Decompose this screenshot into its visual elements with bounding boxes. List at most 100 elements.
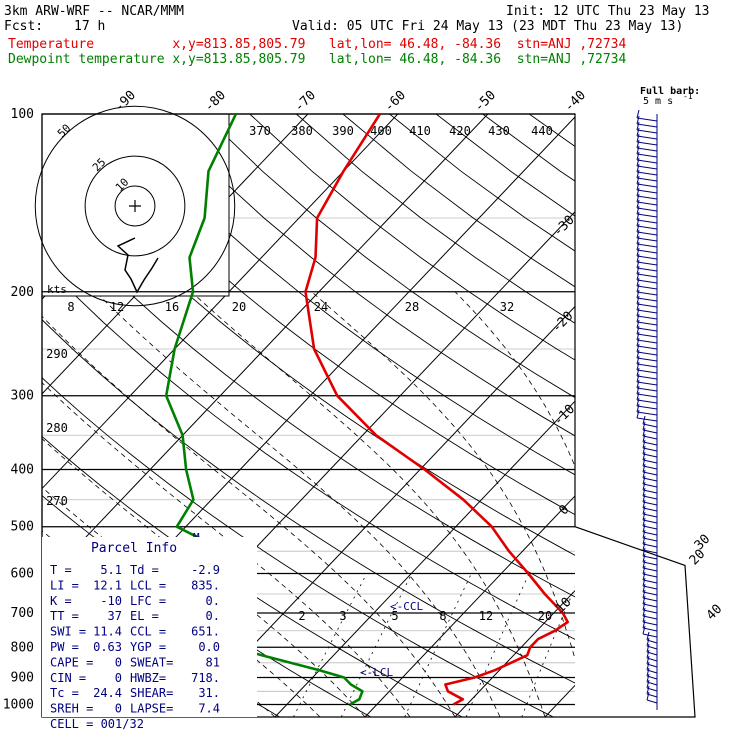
wind-barb: [636, 295, 658, 308]
wind-barb: [636, 373, 658, 386]
parcel-row-value: 12.1: [93, 578, 122, 592]
wind-barb: [642, 511, 658, 524]
hodograph-scale-label: 16: [165, 300, 179, 314]
wind-barb: [636, 127, 658, 140]
parcel-row-key: CCL =: [130, 625, 166, 639]
wind-barb: [642, 553, 658, 566]
wind-barb: [636, 229, 658, 242]
dry-adiabat: [42, 202, 575, 598]
pressure-tick-label: 500: [11, 520, 34, 535]
wind-barb: [636, 157, 658, 170]
wind-barb: [636, 175, 658, 188]
wind-barb: [636, 331, 658, 344]
wind-barb: [636, 253, 658, 266]
parcel-row-value: 81: [206, 655, 220, 669]
parcel-row-value: 0.: [206, 594, 220, 608]
parcel-row-key: Tc =: [50, 686, 79, 700]
temperature-tick-label: -10: [551, 402, 578, 429]
ccl-marker: <-CCL: [390, 600, 423, 613]
dry-adiabat: [42, 319, 575, 684]
mixing-ratio-label: 3: [339, 609, 346, 623]
wind-barb: [642, 583, 658, 596]
parcel-row-key: HWBZ=: [130, 671, 166, 685]
parcel-row-key: PW =: [50, 640, 79, 654]
hodograph-scale-label: 32: [500, 300, 514, 314]
parcel-info-title: Parcel Info: [91, 541, 177, 556]
wind-barb: [642, 445, 658, 458]
hodograph-scale-label: 24: [314, 300, 328, 314]
parcel-row-value: 5.1: [100, 563, 122, 577]
temperature-tick-label: -80: [202, 88, 229, 115]
parcel-row-key: SHEAR=: [130, 686, 173, 700]
hodograph-center: [129, 200, 141, 212]
pressure-tick-label: 900: [11, 670, 34, 685]
mixing-ratio-line: [595, 574, 649, 718]
theta-label: 420: [449, 124, 471, 138]
temperature-tick-label: -90: [112, 88, 139, 115]
parcel-row-key: LFC =: [130, 594, 166, 608]
hodograph-trace: [116, 237, 159, 294]
wind-barb: [642, 493, 658, 506]
wind-barb: [636, 307, 658, 320]
wind-barb: [636, 265, 658, 278]
parcel-row-key: CIN =: [50, 671, 86, 685]
parcel-row-key: K =: [50, 594, 72, 608]
wind-barb: [642, 529, 658, 542]
parcel-row-key: YGP =: [130, 640, 166, 654]
wind-barb: [636, 409, 658, 422]
dry-adiabat: [202, 114, 575, 399]
mixing-ratio-line: [293, 573, 368, 717]
wind-barb: [636, 367, 658, 380]
wind-barb: [636, 313, 658, 326]
wind-barb: [642, 421, 658, 434]
parcel-row-value: 835.: [191, 578, 220, 592]
wind-barb: [636, 391, 658, 404]
temperature-tick-label: -60: [382, 88, 409, 115]
wind-barb: [642, 625, 658, 638]
pressure-tick-label: 100: [11, 107, 34, 122]
wind-barb: [636, 145, 658, 158]
wind-barb: [636, 133, 658, 146]
hodograph-scale-label: 28: [405, 300, 419, 314]
pressure-tick-label: 300: [11, 389, 34, 404]
wind-barb: [642, 607, 658, 620]
mixing-ratio-line: [340, 573, 413, 717]
wind-barb: [642, 517, 658, 530]
temperature-tick-label: -30: [551, 213, 578, 240]
hodograph-scale-label: 8: [67, 300, 74, 314]
wind-barb: [636, 193, 658, 206]
temperature-profile: [304, 114, 569, 706]
temperature-tick-label: -50: [472, 88, 499, 115]
moist-adiabat: [191, 291, 546, 717]
wind-barb: [642, 451, 658, 464]
dry-adiabat: [435, 114, 575, 217]
lcl-marker: <-LCL: [360, 666, 393, 679]
theta-label: 440: [531, 124, 553, 138]
parcel-row-value: 0.0: [198, 640, 220, 654]
wind-barb: [636, 109, 658, 122]
pressure-tick-label: 200: [11, 285, 34, 300]
wind-barb: [636, 271, 658, 284]
dry-adiabat: [42, 377, 554, 717]
wind-barb: [636, 247, 658, 260]
hodograph-units: kts: [47, 283, 67, 296]
dry-adiabat: [249, 114, 575, 361]
parcel-row-key: CAPE =: [50, 655, 93, 669]
parcel-row-value: -2.9: [191, 563, 220, 577]
theta-label: 290: [46, 347, 68, 361]
mixing-ratio-label: 20: [538, 609, 552, 623]
pressure-tick-label: 600: [11, 566, 34, 581]
wind-barb: [636, 139, 658, 152]
wind-barb: [636, 181, 658, 194]
temperature-tick-label: -20: [549, 309, 576, 336]
wind-barb: [642, 619, 658, 632]
pressure-tick-label: 700: [11, 606, 34, 621]
wind-barb: [636, 121, 658, 134]
wind-barb: [642, 487, 658, 500]
pressure-tick-label: 400: [11, 463, 34, 478]
wind-barb: [636, 397, 658, 410]
parcel-row-value: 718.: [191, 671, 220, 685]
isotherm: [274, 400, 575, 717]
wind-barb: [636, 199, 658, 212]
wind-barb: [636, 349, 658, 362]
